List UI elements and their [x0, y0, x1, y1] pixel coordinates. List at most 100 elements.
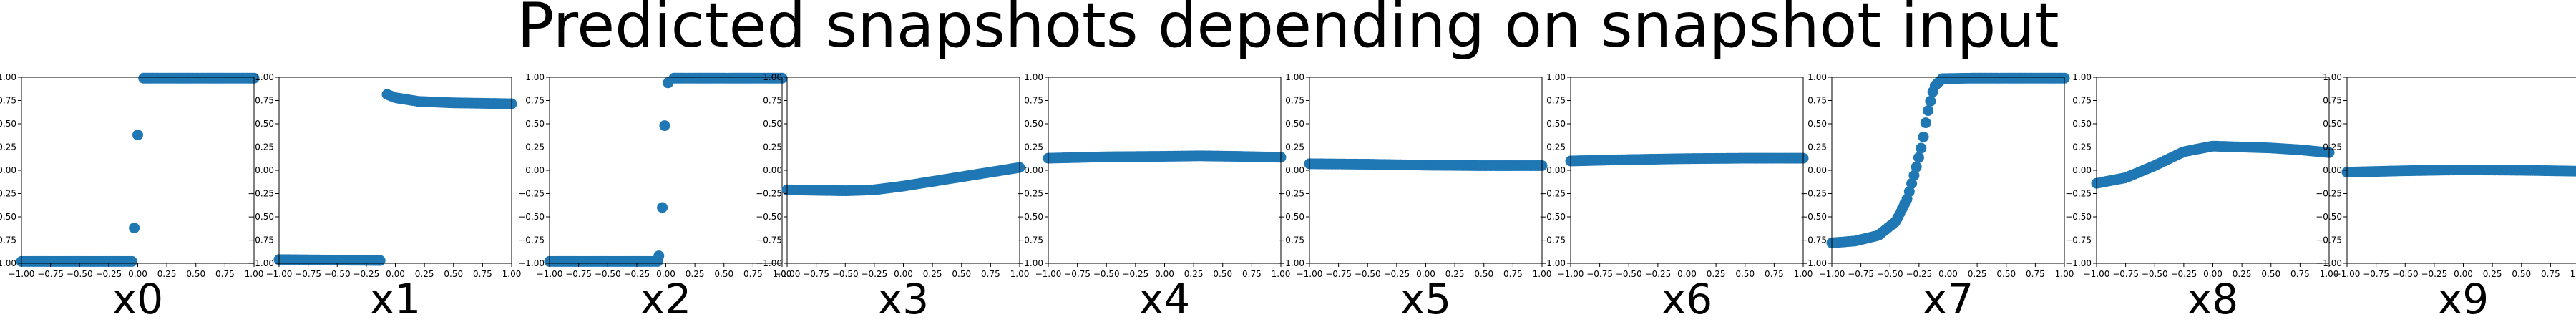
x-tick-label: −0.75: [565, 269, 592, 279]
data-point: [663, 77, 674, 89]
x-tick-label: 1.00: [2320, 269, 2339, 279]
x-tick-label: 0.50: [1474, 269, 1493, 279]
y-tick-label: −0.75: [1017, 235, 1043, 245]
y-tick-label: 0.75: [1285, 96, 1304, 106]
x-tick-label: −0.50: [2142, 269, 2168, 279]
x-tick-label: −0.75: [803, 269, 829, 279]
y-tick-label: 1.00: [2323, 72, 2342, 82]
x-tick-label: −0.25: [2170, 269, 2197, 279]
y-tick-label: −0.25: [1539, 189, 1566, 199]
x-tick-label: 1.00: [2055, 269, 2074, 279]
x-tick-label: −0.50: [1877, 269, 1903, 279]
y-tick-label: 0.00: [255, 165, 274, 175]
x-tick-label: −0.25: [2421, 269, 2447, 279]
x-tick-label: 1.00: [502, 269, 522, 279]
x-tick-label: 0.25: [415, 269, 434, 279]
y-tick-label: −0.50: [518, 212, 545, 222]
y-tick-label: −0.75: [2065, 235, 2092, 245]
y-tick-label: −0.50: [1800, 212, 1827, 222]
x-tick-label: 0.00: [386, 269, 405, 279]
y-tick-label: −1.00: [248, 258, 274, 268]
x-tick-label: −0.25: [1906, 269, 1932, 279]
x-tick-label: 0.00: [2454, 269, 2473, 279]
y-tick-label: 0.25: [1285, 142, 1304, 152]
y-tick-label: −1.00: [518, 258, 545, 268]
y-tick-label: 0.00: [525, 165, 545, 175]
x-tick-label: 0.50: [1735, 269, 1755, 279]
y-tick-label: 0.75: [763, 96, 782, 106]
y-tick-label: 0.50: [0, 119, 16, 129]
x-axis-label: x7: [1923, 275, 1974, 322]
x-tick-label: −0.50: [67, 269, 93, 279]
y-tick-label: −0.25: [518, 189, 545, 199]
x-tick-label: 0.25: [1445, 269, 1465, 279]
x-tick-label: 0.00: [1677, 269, 1697, 279]
x-tick-label: 0.25: [157, 269, 177, 279]
x-tick-label: −0.50: [324, 269, 351, 279]
x-axis-label: x8: [2187, 275, 2238, 322]
y-tick-label: 0.25: [763, 142, 782, 152]
points-x6: [1565, 152, 1809, 167]
x-axis-label: x4: [1139, 275, 1190, 322]
y-tick-label: 0.00: [1285, 165, 1304, 175]
x-tick-label: −0.50: [832, 269, 859, 279]
y-tick-label: −0.75: [2316, 235, 2342, 245]
x-tick-label: 0.25: [923, 269, 942, 279]
x-tick-label: −0.50: [2392, 269, 2419, 279]
x-tick-label: 0.75: [743, 269, 763, 279]
x-axis-label: x2: [640, 275, 691, 322]
panel-x5: −1.00 −0.75 −0.50 −0.25 0.00 0.25 0.50 0.75 1.00…: [1278, 72, 1551, 322]
x-tick-label: −0.75: [1325, 269, 1352, 279]
panel-x9: −1.00−0.75−0.50−0.250.000.250.500.751.00…: [2316, 72, 2576, 322]
y-tick-label: −0.75: [1539, 235, 1566, 245]
x-tick-label: −0.25: [861, 269, 887, 279]
x-tick-label: 0.75: [2541, 269, 2560, 279]
y-tick-label: −0.75: [518, 235, 545, 245]
x-tick-label: 0.50: [186, 269, 205, 279]
x-tick-label: 0.25: [686, 269, 705, 279]
x-tick-label: 0.25: [2483, 269, 2502, 279]
y-tick-label: 0.50: [1546, 119, 1566, 129]
y-tick-label: −0.25: [2316, 189, 2342, 199]
data-point: [1918, 131, 1929, 142]
y-tick-label: 0.75: [2072, 96, 2092, 106]
x-tick-label: 1.00: [1533, 269, 1552, 279]
x-tick-label: −0.75: [2363, 269, 2389, 279]
y-tick-label: −0.25: [1278, 189, 1304, 199]
x-tick-label: 1.00: [1010, 269, 1030, 279]
x-tick-label: −0.50: [1616, 269, 1642, 279]
x-tick-label: −0.75: [2112, 269, 2139, 279]
y-tick-label: 0.00: [1546, 165, 1566, 175]
x-tick-label: 0.00: [1155, 269, 1174, 279]
data-point: [1908, 170, 1920, 181]
x-tick-label: 0.50: [952, 269, 971, 279]
x-tick-label: −0.50: [595, 269, 621, 279]
x-tick-label: −0.50: [1355, 269, 1381, 279]
y-tick-label: 1.00: [2072, 72, 2092, 82]
y-tick-label: −0.25: [0, 189, 16, 199]
x-tick-label: −1.00: [9, 269, 35, 279]
x-tick-label: 0.25: [1184, 269, 1204, 279]
y-tick-label: 0.50: [2072, 119, 2092, 129]
x-tick-label: 1.00: [245, 269, 264, 279]
data-point: [132, 130, 143, 141]
y-tick-label: 1.00: [525, 72, 545, 82]
x-tick-label: −1.00: [1558, 269, 1584, 279]
y-tick-label: 0.25: [525, 142, 545, 152]
y-tick-label: −0.50: [248, 212, 274, 222]
points-x9: [2341, 164, 2576, 178]
y-tick-label: −1.00: [1278, 258, 1304, 268]
y-tick-label: 0.75: [1546, 96, 1566, 106]
x-tick-label: 1.00: [1794, 269, 1813, 279]
data-point: [1925, 95, 1936, 107]
x-tick-label: 0.50: [2512, 269, 2531, 279]
x-tick-label: 0.50: [2261, 269, 2280, 279]
points-x5: [1304, 158, 1548, 171]
x-tick-label: 0.00: [1938, 269, 1958, 279]
y-tick-label: 0.00: [1807, 165, 1827, 175]
x-tick-label: 1.00: [1272, 269, 1291, 279]
y-tick-label: −1.00: [2065, 258, 2092, 268]
y-tick-label: 0.00: [1024, 165, 1043, 175]
x-tick-label: −0.75: [37, 269, 64, 279]
panel-x1: −1.00 −0.75 −0.50 −0.25 0.00 0.25 0.50 0.75 1.00…: [248, 72, 521, 322]
